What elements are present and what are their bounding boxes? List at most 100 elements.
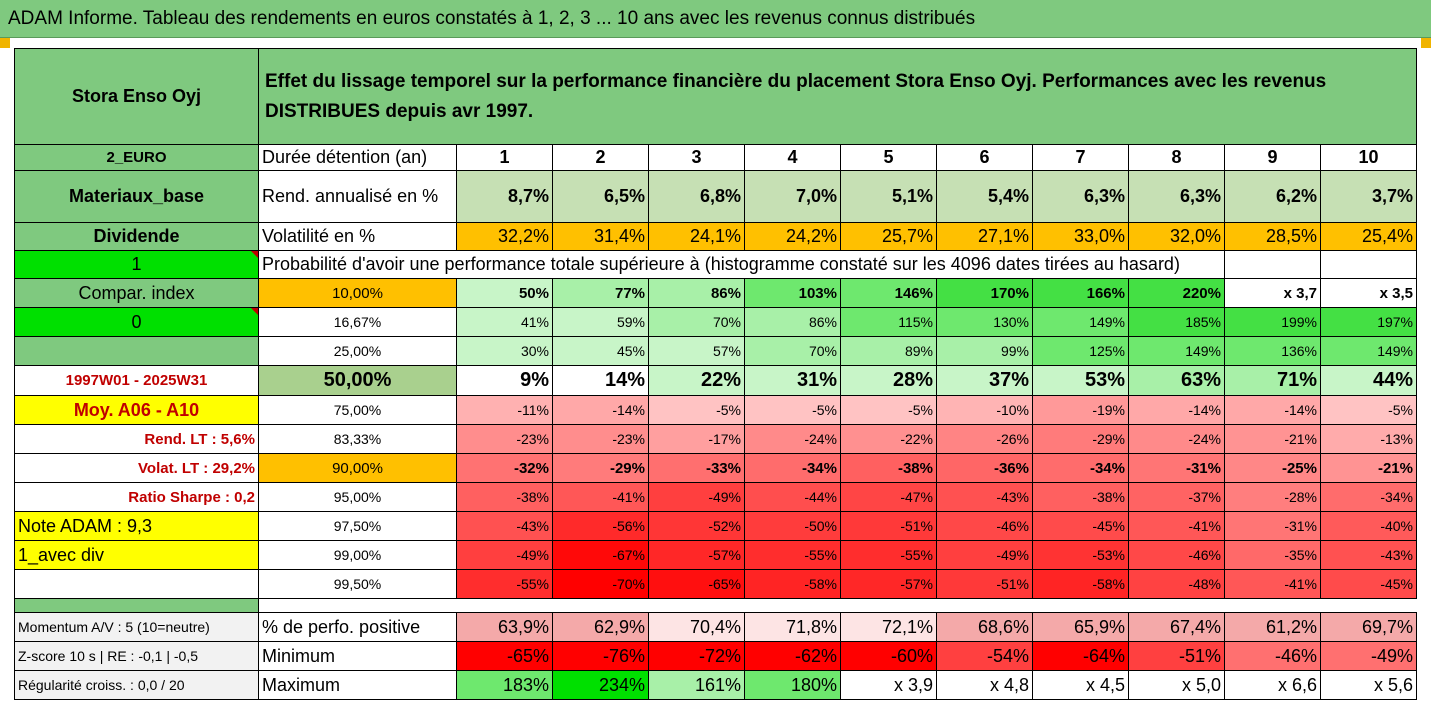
- perf-positive-cell: 72,1%: [840, 612, 937, 642]
- probability-level: 16,67%: [258, 307, 457, 337]
- perf-positive-cell: 63,9%: [456, 612, 553, 642]
- probability-cell: -22%: [840, 424, 937, 454]
- probability-cell: 89%: [840, 336, 937, 366]
- probability-cell: 136%: [1224, 336, 1321, 366]
- probability-cell: -44%: [744, 482, 841, 512]
- year-header: 5: [840, 144, 937, 171]
- probability-cell: 125%: [1032, 336, 1129, 366]
- probability-cell: -41%: [1224, 569, 1321, 599]
- currency-label: 2_EURO: [14, 144, 259, 171]
- year-header: 8: [1128, 144, 1225, 171]
- probability-row: 1_avec div 99,00% -49% -67% -57% -55% -55% -49%…: [14, 540, 1417, 570]
- sector-label: Materiaux_base: [14, 170, 259, 223]
- note-adam-label: Note ADAM : 9,3: [14, 511, 259, 541]
- probability-cell: -26%: [936, 424, 1033, 454]
- perf-positive-cell: 70,4%: [648, 612, 745, 642]
- probability-cell: -5%: [648, 395, 745, 425]
- perf-positive-cell: 65,9%: [1032, 612, 1129, 642]
- perf-positive-row: Momentum A/V : 5 (10=neutre)% de perfo. …: [14, 612, 1417, 642]
- year-header: 6: [936, 144, 1033, 171]
- probability-cell: 149%: [1032, 307, 1129, 337]
- probability-cell: 86%: [648, 278, 745, 308]
- probability-level: 50,00%: [258, 365, 457, 396]
- volatility-cell: 32,2%: [456, 222, 553, 251]
- probability-row: Note ADAM : 9,3 97,50% -43% -56% -52% -50% -51…: [14, 511, 1417, 541]
- maximum-cell: x 5,0: [1128, 670, 1225, 700]
- probability-row: 25,00% 30% 45% 57% 70% 89% 99% 125% 149% 136% 149%: [14, 336, 1417, 366]
- probability-cell: 115%: [840, 307, 937, 337]
- probability-cell: -41%: [1128, 511, 1225, 541]
- probability-cell: x 3,5: [1320, 278, 1417, 308]
- volatility-cell: 31,4%: [552, 222, 649, 251]
- minimum-cell: -65%: [456, 641, 553, 671]
- probability-cell: 53%: [1032, 365, 1129, 396]
- minimum-cell: -60%: [840, 641, 937, 671]
- probability-cell: -14%: [1224, 395, 1321, 425]
- probability-cell: -46%: [936, 511, 1033, 541]
- probability-cell: -11%: [456, 395, 553, 425]
- probability-cell: 185%: [1128, 307, 1225, 337]
- probability-cell: -40%: [1320, 511, 1417, 541]
- probability-cell: -36%: [936, 453, 1033, 483]
- probability-cell: -48%: [1128, 569, 1225, 599]
- spacer-row: [14, 598, 1417, 613]
- volatility-cell: 28,5%: [1224, 222, 1321, 251]
- probability-cell: -43%: [456, 511, 553, 541]
- probability-cell: 103%: [744, 278, 841, 308]
- return-cell: 7,0%: [744, 170, 841, 223]
- probability-level: 10,00%: [258, 278, 457, 308]
- probability-cell: 197%: [1320, 307, 1417, 337]
- return-cell: 5,1%: [840, 170, 937, 223]
- maximum-cell: 161%: [648, 670, 745, 700]
- probability-cell: 170%: [936, 278, 1033, 308]
- minimum-label: Minimum: [258, 641, 457, 671]
- probability-cell: 59%: [552, 307, 649, 337]
- annualized-return-label: Rend. annualisé en %: [258, 170, 457, 223]
- probability-cell: 71%: [1224, 365, 1321, 396]
- probability-cell: 37%: [936, 365, 1033, 396]
- return-cell: 6,8%: [648, 170, 745, 223]
- probability-cell: -43%: [936, 482, 1033, 512]
- probability-row: Volat. LT : 29,2% 90,00% -32% -29% -33% -34% -…: [14, 453, 1417, 483]
- probability-cell: -49%: [648, 482, 745, 512]
- dividend-value[interactable]: 1: [14, 250, 259, 279]
- probability-cell: 44%: [1320, 365, 1417, 396]
- minimum-cell: -51%: [1128, 641, 1225, 671]
- probability-cell: -31%: [1128, 453, 1225, 483]
- probability-cell: 50%: [456, 278, 553, 308]
- probability-cell: 30%: [456, 336, 553, 366]
- probability-cell: 14%: [552, 365, 649, 396]
- probability-cell: -52%: [648, 511, 745, 541]
- return-cell: 8,7%: [456, 170, 553, 223]
- probability-cell: -70%: [552, 569, 649, 599]
- probability-cell: -31%: [1224, 511, 1321, 541]
- maximum-cell: x 3,9: [840, 670, 937, 700]
- probability-cell: -24%: [744, 424, 841, 454]
- return-cell: 6,3%: [1032, 170, 1129, 223]
- probability-cell: 130%: [936, 307, 1033, 337]
- probability-cell: 146%: [840, 278, 937, 308]
- table-description: Effet du lissage temporel sur la perform…: [258, 48, 1417, 145]
- probability-cell: -55%: [840, 540, 937, 570]
- probability-cell: 149%: [1128, 336, 1225, 366]
- probability-level: 90,00%: [258, 453, 457, 483]
- probability-cell: -47%: [840, 482, 937, 512]
- compar-index-value[interactable]: 0: [14, 307, 259, 337]
- maximum-cell: 234%: [552, 670, 649, 700]
- regularite-label: Régularité croiss. : 0,0 / 20: [14, 670, 259, 700]
- probability-cell: -51%: [936, 569, 1033, 599]
- probability-cell: 28%: [840, 365, 937, 396]
- probability-level: 83,33%: [258, 424, 457, 454]
- minimum-cell: -49%: [1320, 641, 1417, 671]
- probability-row: Moy. A06 - A10 75,00% -11% -14% -5% -5% -5% -10…: [14, 395, 1417, 425]
- probability-cell: -5%: [1320, 395, 1417, 425]
- probability-cell: -57%: [648, 540, 745, 570]
- probability-cell: -14%: [552, 395, 649, 425]
- left-blank: [14, 336, 259, 366]
- probability-cell: 57%: [648, 336, 745, 366]
- probability-cell: 149%: [1320, 336, 1417, 366]
- probability-cell: -56%: [552, 511, 649, 541]
- probability-row: Compar. index 10,00% 50% 77% 86% 103% 146% 170%…: [14, 278, 1417, 308]
- probability-cell: -38%: [456, 482, 553, 512]
- probability-cell: -24%: [1128, 424, 1225, 454]
